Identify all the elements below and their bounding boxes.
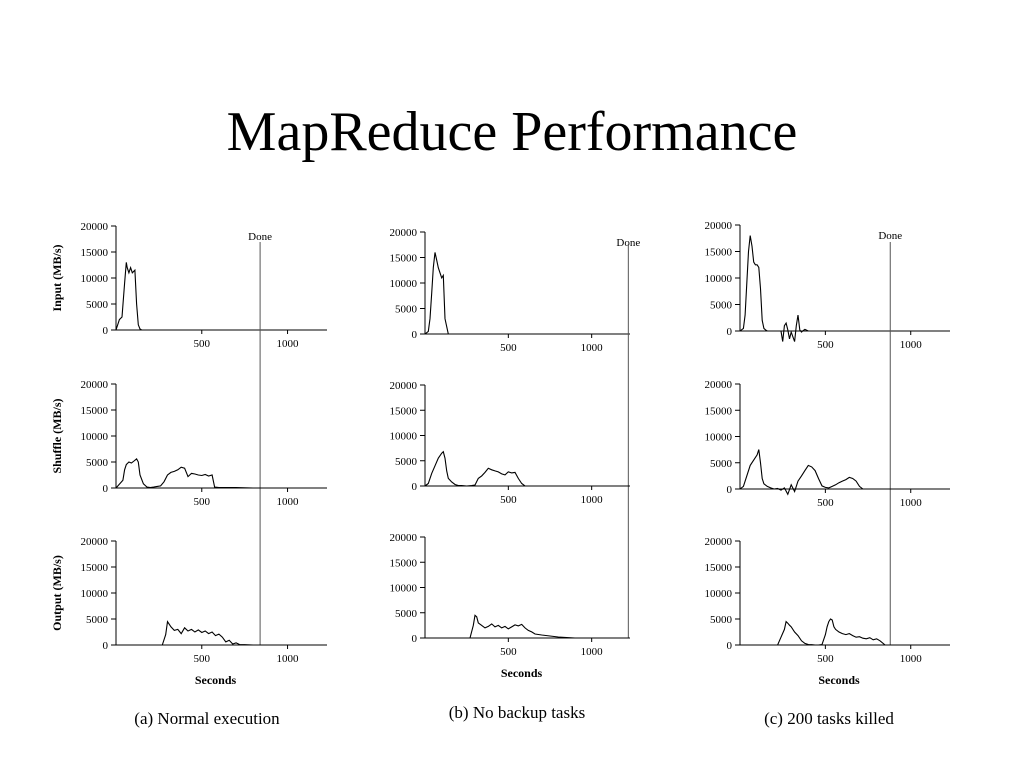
y-axis-title: Shuffle (MB/s) — [50, 398, 64, 473]
y-tick-label: 20000 — [705, 536, 733, 548]
done-label: Done — [878, 230, 902, 242]
series-line — [739, 235, 950, 342]
y-axis-title: Output (MB/s) — [50, 555, 64, 631]
subplot-a-input: 0 5000 10000 15000 20000 500 1000 Input (MB/s) D… — [50, 221, 327, 350]
x-tick-label: 1000 — [277, 653, 300, 665]
x-tick-label: 1000 — [277, 496, 300, 508]
y-tick-label: 10000 — [705, 432, 733, 444]
x-tick-label: 500 — [194, 338, 211, 350]
y-tick-label: 5000 — [710, 300, 733, 312]
x-tick-label: 1000 — [581, 342, 604, 354]
done-label: Done — [616, 237, 640, 249]
subplot-b-input: 0 5000 10000 15000 20000 500 1000 Done — [390, 227, 641, 354]
y-tick-label: 15000 — [705, 562, 733, 574]
y-tick-label: 0 — [103, 325, 109, 337]
caption-b: (b) No backup tasks — [449, 703, 585, 722]
subplot-c-input: 0 5000 10000 15000 20000 500 1000 Done — [705, 220, 950, 351]
y-tick-label: 10000 — [390, 431, 418, 443]
series-line — [740, 618, 950, 646]
series-line — [425, 614, 630, 639]
y-tick-label: 10000 — [705, 273, 733, 285]
y-tick-label: 5000 — [710, 614, 733, 626]
x-tick-label: 1000 — [900, 497, 923, 509]
x-tick-label: 500 — [817, 497, 834, 509]
y-tick-label: 5000 — [86, 457, 109, 469]
x-tick-label: 1000 — [581, 494, 604, 506]
series-line — [739, 449, 950, 496]
y-tick-label: 0 — [103, 640, 109, 652]
y-tick-label: 20000 — [390, 380, 418, 392]
y-tick-label: 5000 — [86, 299, 109, 311]
y-tick-label: 10000 — [390, 583, 418, 595]
series-line — [424, 252, 630, 335]
y-tick-label: 15000 — [705, 405, 733, 417]
y-tick-label: 5000 — [395, 456, 418, 468]
y-tick-label: 15000 — [81, 562, 109, 574]
y-tick-label: 0 — [412, 481, 418, 493]
x-axis-title: Seconds — [501, 666, 543, 680]
subplot-a-output: 0 5000 10000 15000 20000 500 1000 Output (MB/s)… — [50, 536, 327, 687]
y-tick-label: 0 — [727, 640, 733, 652]
x-tick-label: 500 — [500, 494, 517, 506]
subplot-a-shuffle: 0 5000 10000 15000 20000 500 1000 Shuffle (MB/s… — [50, 379, 327, 508]
y-tick-label: 15000 — [81, 247, 109, 259]
x-tick-label: 1000 — [581, 646, 604, 658]
y-tick-label: 20000 — [390, 227, 418, 239]
subplot-b-output: 0 5000 10000 15000 20000 500 1000 Seconds — [390, 532, 630, 680]
x-tick-label: 1000 — [900, 653, 923, 665]
y-tick-label: 15000 — [390, 405, 418, 417]
y-tick-label: 10000 — [81, 588, 109, 600]
slide-title: MapReduce Performance — [226, 101, 798, 163]
caption-c: (c) 200 tasks killed — [764, 709, 894, 728]
x-axis-title: Seconds — [195, 673, 237, 687]
y-tick-label: 15000 — [81, 405, 109, 417]
subplot-b-shuffle: 0 5000 10000 15000 20000 500 1000 — [390, 380, 630, 506]
x-tick-label: 500 — [500, 646, 517, 658]
y-tick-label: 0 — [727, 484, 733, 496]
series-line — [115, 458, 327, 489]
x-tick-label: 500 — [817, 653, 834, 665]
y-tick-label: 20000 — [705, 379, 733, 391]
y-tick-label: 20000 — [705, 220, 733, 232]
y-tick-label: 20000 — [81, 379, 109, 391]
done-label: Done — [248, 231, 272, 243]
y-tick-label: 5000 — [395, 608, 418, 620]
x-tick-label: 500 — [194, 653, 211, 665]
subplot-c-output: 0 5000 10000 15000 20000 500 1000 Seconds — [705, 536, 950, 687]
y-tick-label: 0 — [412, 633, 418, 645]
y-tick-label: 15000 — [390, 253, 418, 265]
y-tick-label: 10000 — [81, 273, 109, 285]
x-tick-label: 1000 — [277, 338, 300, 350]
y-tick-label: 10000 — [81, 431, 109, 443]
y-tick-label: 5000 — [86, 614, 109, 626]
x-tick-label: 1000 — [900, 339, 923, 351]
series-line — [116, 620, 327, 646]
y-tick-label: 10000 — [390, 278, 418, 290]
x-tick-label: 500 — [500, 342, 517, 354]
subplot-c-shuffle: 0 5000 10000 15000 20000 500 1000 — [705, 379, 950, 509]
series-line — [424, 450, 630, 487]
y-tick-label: 20000 — [390, 532, 418, 544]
x-tick-label: 500 — [817, 339, 834, 351]
y-tick-label: 5000 — [710, 458, 733, 470]
y-tick-label: 15000 — [705, 247, 733, 259]
x-axis-title: Seconds — [818, 673, 860, 687]
y-axis-title: Input (MB/s) — [50, 244, 64, 311]
y-tick-label: 10000 — [705, 588, 733, 600]
x-tick-label: 500 — [194, 496, 211, 508]
y-tick-label: 0 — [727, 326, 733, 338]
y-tick-label: 0 — [103, 483, 109, 495]
y-tick-label: 0 — [412, 329, 418, 341]
y-tick-label: 5000 — [395, 304, 418, 316]
series-line — [115, 262, 327, 331]
y-tick-label: 15000 — [390, 557, 418, 569]
caption-a: (a) Normal execution — [134, 709, 280, 728]
y-tick-label: 20000 — [81, 536, 109, 548]
y-tick-label: 20000 — [81, 221, 109, 233]
